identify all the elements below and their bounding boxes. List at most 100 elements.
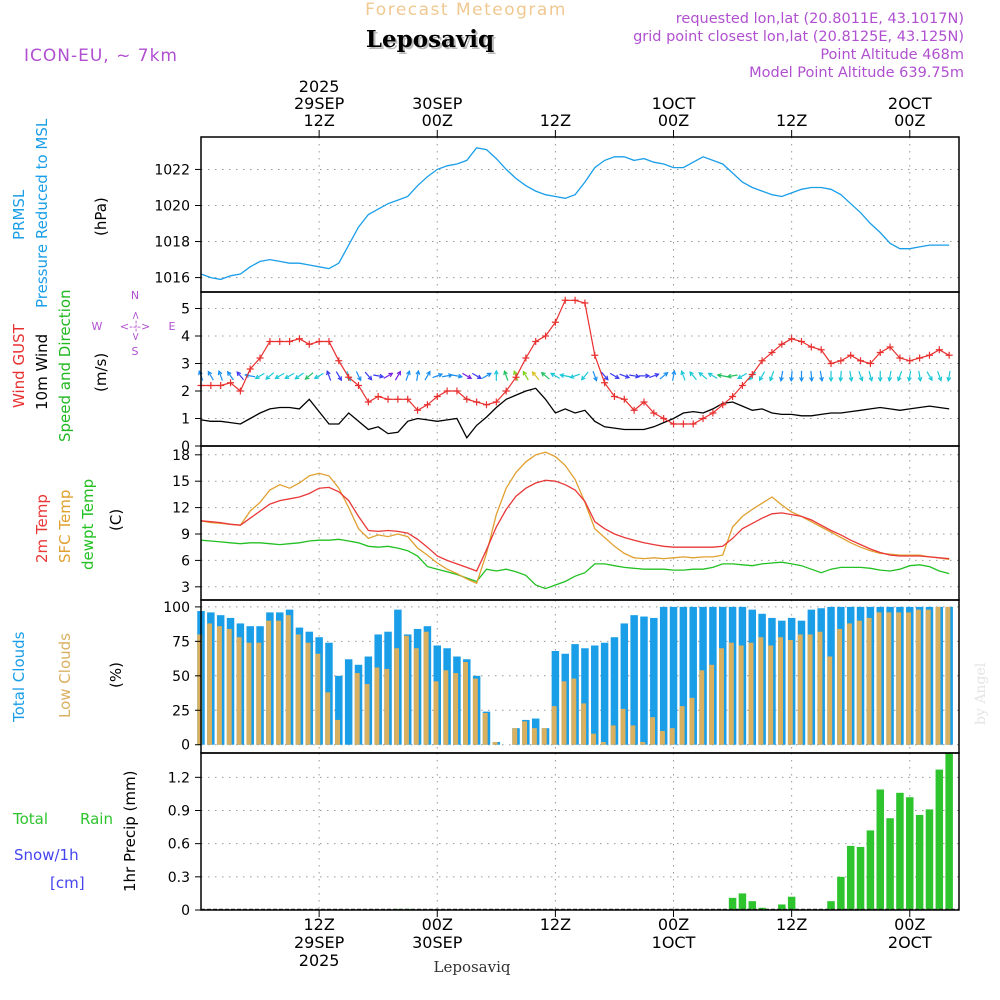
- low-cloud-bar: [817, 631, 823, 745]
- wind-arrow-head: [379, 373, 385, 379]
- total-cloud-bar: [610, 637, 619, 745]
- low-clouds-label: Low Clouds: [56, 633, 74, 718]
- gust-marker: [423, 401, 431, 409]
- wind-arrow-head: [624, 374, 631, 379]
- bottom-tick-label: 12Z: [303, 915, 334, 934]
- wind-arrow-shaft: [592, 370, 598, 381]
- low-cloud-bar: [335, 719, 340, 745]
- gust-marker: [276, 338, 284, 345]
- wind-arrow-head: [907, 376, 912, 383]
- wind-arrow-shaft: [432, 373, 443, 379]
- rain-bar: [876, 789, 884, 910]
- gust-marker: [748, 371, 756, 378]
- wind-arrow-shaft: [284, 372, 295, 379]
- wind-arrow-head: [698, 371, 704, 377]
- wind-arrow-head: [645, 373, 651, 379]
- wind-arrow-head: [809, 376, 814, 383]
- gust-marker: [522, 354, 530, 362]
- ytick-label: 0.3: [168, 870, 190, 886]
- sfc-temp-line: [200, 451, 950, 585]
- gust-marker: [551, 318, 559, 326]
- gust-marker: [650, 409, 658, 417]
- low-cloud-bar: [216, 626, 222, 745]
- gust-marker: [630, 406, 638, 414]
- low-cloud-bar: [768, 645, 774, 745]
- wind-arrow-head: [217, 370, 223, 376]
- bottom-tick-label: 00Z: [894, 915, 925, 934]
- gust-marker: [935, 346, 943, 354]
- wind-arrow-head: [467, 374, 473, 380]
- low-cloud-bar: [866, 617, 872, 745]
- wind-arrow-head: [868, 376, 874, 382]
- ytick-label: 1: [181, 412, 190, 428]
- wind-arrow-head: [503, 370, 508, 376]
- low-cloud-bar: [679, 706, 685, 745]
- low-cloud-bar: [886, 612, 892, 745]
- top-tick-label: 29SEP: [294, 94, 345, 113]
- wind-unit: (m/s): [92, 353, 110, 392]
- gust-marker: [345, 373, 353, 381]
- total-cloud-bar: [650, 617, 658, 745]
- low-cloud-bar: [266, 620, 272, 745]
- top-tick-label: 2025: [299, 77, 340, 96]
- wind-arrow-shaft: [609, 372, 620, 379]
- low-cloud-bar: [226, 628, 232, 745]
- wind-arrow-shaft: [849, 370, 853, 381]
- total-cloud-bar: [591, 645, 599, 745]
- wind-arrow-head: [680, 370, 686, 376]
- low-cloud-bar: [748, 642, 754, 745]
- cloud-bars: [197, 606, 953, 745]
- dewpoint-line: [200, 538, 950, 590]
- gust-marker: [847, 351, 855, 359]
- wind-arrow-head: [513, 370, 518, 376]
- wind-arrow-head: [917, 376, 923, 383]
- location-title: Leposaviq: [366, 26, 494, 53]
- low-cloud-bar: [541, 728, 547, 745]
- point-altitude: Point Altitude 468m: [820, 47, 964, 63]
- clouds-yticks: 0 25 50 75 100: [163, 600, 201, 754]
- total-label: Total: [12, 810, 48, 828]
- low-cloud-bar: [778, 637, 783, 745]
- bottom-tick-label: 29SEP: [294, 933, 345, 952]
- low-cloud-bar: [295, 634, 301, 745]
- wind-arrow-shaft: [236, 371, 245, 381]
- wind-arrow-head: [284, 374, 290, 380]
- ytick-label: 0: [181, 439, 190, 455]
- gust-marker: [738, 382, 746, 389]
- low-cloud-bar: [394, 648, 400, 745]
- wind-arrow-head: [877, 377, 883, 383]
- gust-marker: [374, 393, 382, 400]
- gust-marker: [699, 415, 707, 422]
- wind-arrow-shaft: [737, 372, 748, 379]
- ytick-label: 0.9: [168, 803, 190, 819]
- wind-arrow-shaft: [355, 371, 362, 381]
- wind-arrow-shaft: [947, 370, 951, 381]
- ytick-label: 2: [181, 384, 190, 400]
- wind-arrow-shaft: [227, 371, 234, 381]
- gust-marker: [364, 398, 372, 406]
- wind-arrow-shaft: [600, 371, 609, 381]
- wind-arrow-shaft: [314, 372, 324, 379]
- panel-frame: [200, 136, 960, 293]
- low-cloud-bar: [896, 612, 902, 745]
- total-cloud-bar: [620, 623, 629, 745]
- wind-arrow-head: [635, 373, 641, 379]
- gust-marker: [945, 351, 953, 359]
- low-cloud-bar: [935, 606, 941, 745]
- total-cloud-bar: [640, 616, 648, 745]
- gust-marker: [473, 398, 481, 406]
- wind-arrow-shaft: [759, 371, 766, 381]
- low-cloud-bar: [906, 612, 911, 745]
- low-cloud-bar: [699, 670, 705, 745]
- gust-marker: [591, 351, 599, 359]
- wind-arrow-head: [858, 376, 864, 382]
- gust-marker: [581, 299, 589, 307]
- wind-arrow-shaft: [532, 371, 540, 381]
- wind-arrow-head: [207, 370, 213, 376]
- low-cloud-bar: [315, 653, 321, 745]
- panel-frames: [200, 136, 960, 911]
- low-cloud-bar: [472, 678, 478, 745]
- wind-arrow-head: [493, 369, 499, 375]
- total-cloud-bar: [551, 651, 560, 745]
- low-cloud-bar: [236, 637, 242, 745]
